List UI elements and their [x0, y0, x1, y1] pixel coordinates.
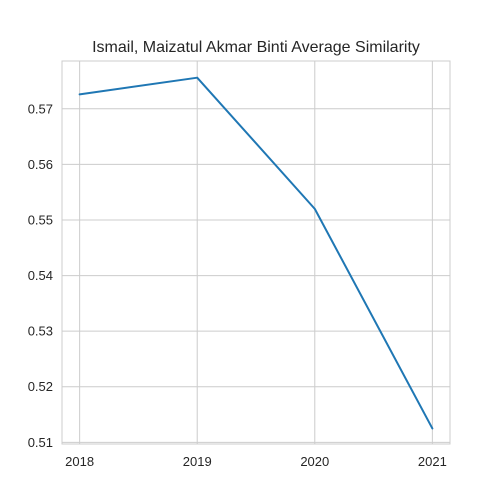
x-tick-label: 2019 — [183, 454, 212, 469]
chart-title: Ismail, Maizatul Akmar Binti Average Sim… — [92, 39, 420, 56]
x-axis-tick-labels: 2018 2019 2020 2021 — [65, 454, 447, 469]
y-gridlines — [62, 108, 450, 443]
plot-frame — [61, 60, 451, 445]
y-tick-label: 0.54 — [28, 268, 53, 283]
series-layer — [78, 76, 434, 430]
x-gridlines — [79, 61, 433, 444]
plot-area — [61, 60, 451, 445]
series-line — [78, 76, 434, 430]
x-tick-label: 2018 — [65, 454, 94, 469]
x-tick-label: 2021 — [418, 454, 447, 469]
y-tick-label: 0.53 — [28, 324, 53, 339]
y-tick-label: 0.52 — [28, 379, 53, 394]
y-tick-label: 0.57 — [28, 101, 53, 116]
y-axis-tick-labels: 0.51 0.52 0.53 0.54 0.55 0.56 0.57 — [28, 101, 53, 450]
x-tick-label: 2020 — [300, 454, 329, 469]
y-tick-label: 0.56 — [28, 157, 53, 172]
y-tick-label: 0.51 — [28, 435, 53, 450]
y-tick-label: 0.55 — [28, 212, 53, 227]
